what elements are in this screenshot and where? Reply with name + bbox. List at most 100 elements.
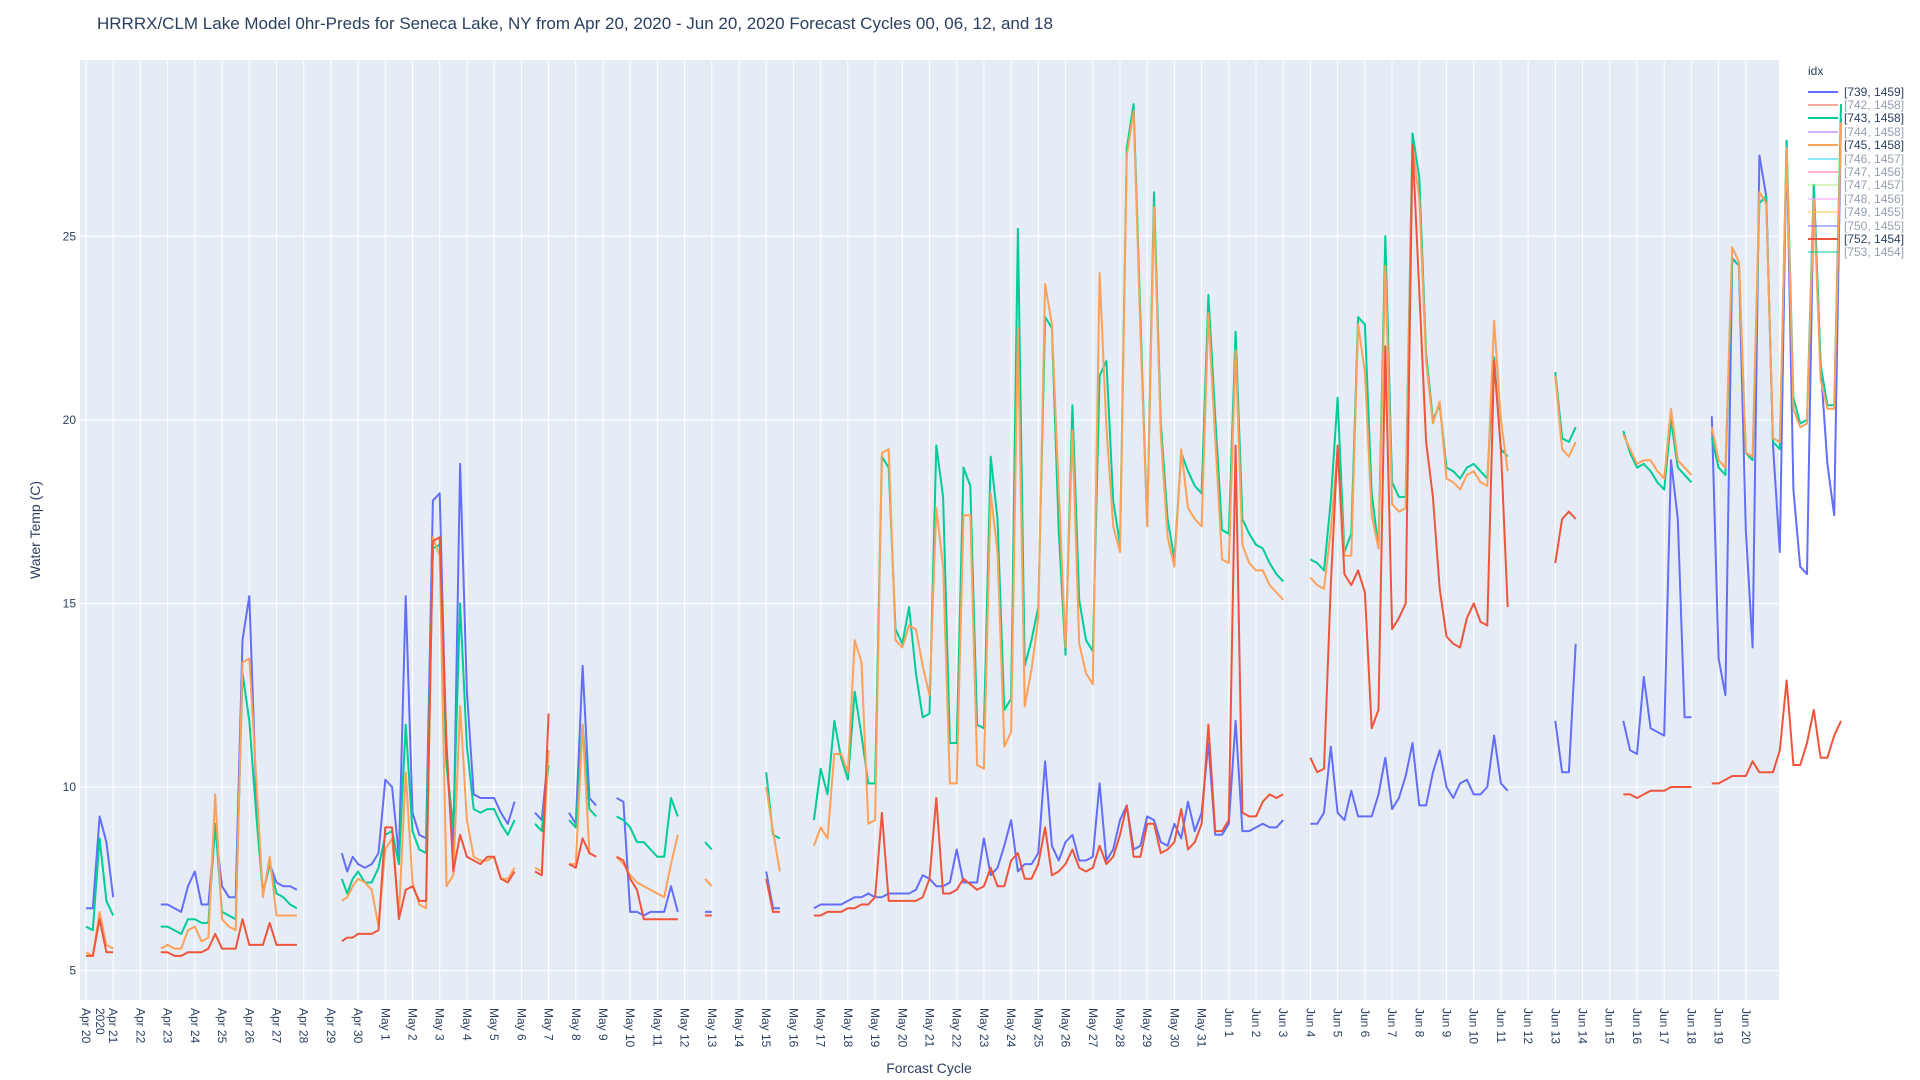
legend-label: [750, 1455] xyxy=(1844,218,1905,233)
legend-item[interactable]: [748, 1456] xyxy=(1808,192,1904,206)
legend-item[interactable]: [746, 1457] xyxy=(1808,152,1904,166)
x-tick-label: Apr 20 xyxy=(79,1008,93,1044)
x-tick-label: May 3 xyxy=(433,1008,447,1041)
legend-item[interactable]: [744, 1458] xyxy=(1808,124,1905,139)
x-tick-label: Apr 27 xyxy=(269,1008,283,1044)
x-tick-label: May 13 xyxy=(705,1008,719,1048)
x-tick-label: May 24 xyxy=(1004,1008,1018,1048)
legend-item[interactable]: [742, 1458] xyxy=(1808,98,1905,113)
x-tick-label: Jun 12 xyxy=(1521,1008,1535,1044)
legend-swatch xyxy=(1808,211,1838,214)
x-tick-label: Apr 30 xyxy=(351,1008,365,1044)
x-tick-label: May 22 xyxy=(950,1008,964,1048)
y-tick-label: 20 xyxy=(63,413,77,427)
x-tick-label: Jun 8 xyxy=(1412,1008,1426,1038)
legend-swatch xyxy=(1808,117,1838,120)
x-tick-label: Jun 13 xyxy=(1548,1008,1562,1044)
x-tick-label: May 21 xyxy=(923,1008,937,1048)
legend-item[interactable]: [753, 1454] xyxy=(1808,245,1905,260)
x-tick-label: May 25 xyxy=(1031,1008,1045,1048)
x-tick-label: May 17 xyxy=(814,1008,828,1048)
legend-label: [742, 1458] xyxy=(1844,98,1905,113)
x-tick-label: Apr 25 xyxy=(215,1008,229,1044)
y-tick-labels: 5 10 15 20 25 xyxy=(63,229,77,977)
x-tick-label: May 4 xyxy=(460,1008,474,1041)
legend-swatch xyxy=(1808,251,1838,254)
x-tick-label: May 23 xyxy=(977,1008,991,1048)
x-tick-label: May 18 xyxy=(841,1008,855,1048)
x-tick-label: May 16 xyxy=(786,1008,800,1048)
legend-label: [739, 1459] xyxy=(1844,84,1905,99)
legend-label: [747, 1456] xyxy=(1844,165,1905,180)
legend-item[interactable]: [752, 1454] xyxy=(1808,232,1905,246)
legend-label: [749, 1455] xyxy=(1844,205,1905,220)
legend-swatch xyxy=(1808,224,1838,227)
x-tick-label: Jun 1 xyxy=(1222,1008,1236,1038)
x-tick-label: May 28 xyxy=(1113,1008,1127,1048)
series-line-3[interactable] xyxy=(86,143,1842,957)
x-tick-label: Apr 29 xyxy=(324,1008,338,1044)
legend-swatch xyxy=(1808,144,1838,147)
x-tick-label: Jun 14 xyxy=(1576,1008,1590,1044)
x-tick-label: Apr 23 xyxy=(161,1008,175,1044)
legend-item[interactable]: [747, 1457] xyxy=(1808,178,1905,193)
legend-label: [747, 1457] xyxy=(1844,178,1905,193)
x-tick-label: Apr 26 xyxy=(242,1008,256,1044)
legend-swatch xyxy=(1808,104,1838,107)
legend-label: [752, 1454] xyxy=(1844,232,1905,246)
x-tick-label: May 8 xyxy=(569,1008,583,1041)
y-tick-label: 15 xyxy=(63,596,77,610)
x-tick-label: May 26 xyxy=(1059,1008,1073,1048)
x-tick-label: May 27 xyxy=(1086,1008,1100,1048)
y-tick-label: 5 xyxy=(69,964,76,978)
legend-item[interactable]: [745, 1458] xyxy=(1808,138,1904,152)
chart-title: HRRRX/CLM Lake Model 0hr-Preds for Senec… xyxy=(97,14,1053,33)
x-tick-label: Apr 28 xyxy=(297,1008,311,1044)
x-tick-label: Apr 21 xyxy=(106,1008,120,1044)
x-tick-label: Jun 4 xyxy=(1303,1008,1317,1038)
x-tick-label: Jun 9 xyxy=(1439,1008,1453,1038)
x-tick-label: May 7 xyxy=(542,1008,556,1041)
x-tick-label: May 12 xyxy=(678,1008,692,1048)
legend-label: [753, 1454] xyxy=(1844,245,1905,260)
legend-swatch xyxy=(1808,130,1838,133)
x-tick-label: Jun 7 xyxy=(1385,1008,1399,1038)
y-tick-label: 10 xyxy=(63,780,77,794)
legend-item[interactable]: [749, 1455] xyxy=(1808,205,1905,220)
x-tick-label: Jun 11 xyxy=(1494,1008,1508,1043)
x-tick-label: May 30 xyxy=(1167,1008,1181,1048)
legend-item[interactable]: [747, 1456] xyxy=(1808,165,1905,180)
x-tick-label: May 6 xyxy=(514,1008,528,1041)
x-tick-label: May 20 xyxy=(895,1008,909,1048)
legend-title: idx xyxy=(1808,64,1824,78)
x-tick-label: Jun 20 xyxy=(1739,1008,1753,1044)
series-lines xyxy=(85,103,1842,957)
x-tick-labels: Apr 20 2020 Apr 21 Apr 22 Apr 23 Apr 24 Apr 25… xyxy=(79,1008,1753,1048)
x-tick-label: May 15 xyxy=(759,1008,773,1048)
x-tick-label: May 14 xyxy=(732,1008,746,1048)
x-tick-label: Jun 15 xyxy=(1603,1008,1617,1044)
legend-swatch xyxy=(1808,197,1838,200)
legend-item[interactable]: [750, 1455] xyxy=(1808,218,1905,233)
legend-item[interactable]: [739, 1459] xyxy=(1808,84,1905,99)
x-tick-label: Jun 19 xyxy=(1712,1008,1726,1044)
legend-swatch xyxy=(1808,184,1838,187)
x-tick-label: Jun 17 xyxy=(1657,1008,1671,1044)
y-tick-label: 25 xyxy=(63,229,77,243)
x-tick-label: May 2 xyxy=(406,1008,420,1041)
grid-lines xyxy=(80,60,1779,1000)
series-line-2[interactable] xyxy=(85,110,1842,957)
x-tick-label: Apr 24 xyxy=(188,1008,202,1044)
x-tick-label: May 31 xyxy=(1195,1008,1209,1048)
x-tick-label: May 29 xyxy=(1140,1008,1154,1048)
x-tick-label: Jun 18 xyxy=(1684,1008,1698,1044)
x-tick-label: Jun 16 xyxy=(1630,1008,1644,1044)
legend-swatch xyxy=(1808,237,1838,240)
x-tick-label: Jun 10 xyxy=(1467,1008,1481,1044)
x-tick-label: Jun 3 xyxy=(1276,1008,1290,1038)
legend-item[interactable]: [743, 1458] xyxy=(1808,111,1904,125)
legend-label: [744, 1458] xyxy=(1844,124,1905,139)
x-tick-label: 2020 xyxy=(93,1008,107,1035)
legend-swatch xyxy=(1808,171,1838,174)
